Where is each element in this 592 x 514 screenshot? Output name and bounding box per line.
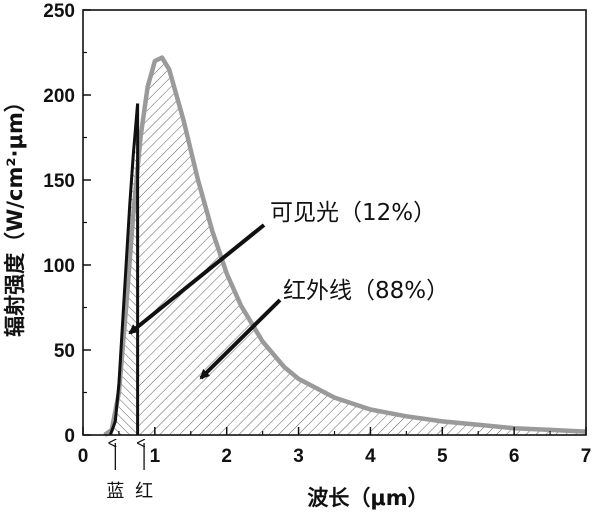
x-axis-title: 波长（μm）	[307, 486, 428, 510]
x-tick-label: 5	[437, 446, 448, 467]
y-tick-label: 150	[43, 171, 75, 192]
y-tick-label: 0	[64, 426, 75, 447]
x-tick-label: 0	[78, 446, 89, 467]
x-tick-label: 2	[221, 446, 232, 467]
visible-edge-line	[108, 103, 140, 436]
y-axis-ticks: 0 50 100 150 200 250	[43, 1, 91, 447]
visible-light-label: 可见光（12%）	[270, 200, 436, 226]
y-axis-title: 辐射强度（W/cm²·μm）	[3, 91, 27, 337]
visible-region-fill	[110, 103, 138, 435]
visible-light-arrow	[128, 223, 266, 335]
marker-label: 红	[135, 481, 153, 502]
infrared-label: 红外线（88%）	[283, 278, 449, 304]
wavelength-markers: 蓝红	[106, 443, 153, 502]
spectrum-curve	[103, 55, 587, 437]
y-tick-label: 250	[43, 1, 75, 22]
y-tick-label: 50	[54, 341, 75, 362]
x-tick-label: 6	[509, 446, 520, 467]
x-tick-label: 3	[293, 446, 304, 467]
x-tick-label: 4	[365, 446, 376, 467]
marker-label: 蓝	[106, 481, 124, 502]
x-tick-label: 1	[150, 446, 161, 467]
infrared-arrow	[199, 298, 282, 380]
x-tick-label: 7	[581, 446, 592, 467]
y-tick-label: 100	[43, 256, 75, 277]
y-tick-label: 200	[43, 86, 75, 107]
x-axis-ticks: 0 1 2 3 4 5 6 7	[78, 427, 592, 467]
infrared-region-fill	[137, 57, 586, 435]
plot-area	[103, 55, 587, 437]
